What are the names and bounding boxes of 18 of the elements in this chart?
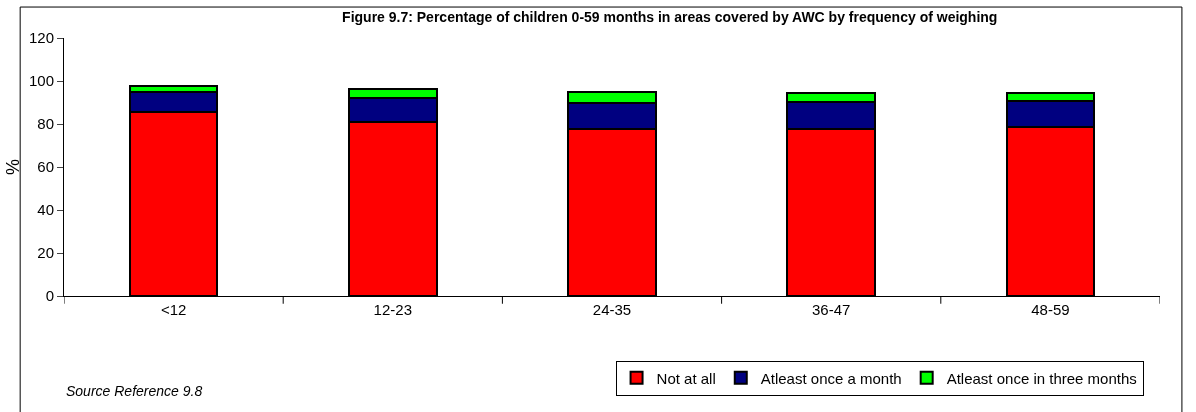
y-tick-label: 60	[37, 158, 54, 176]
legend-label: Atleast once a month	[760, 369, 902, 387]
chart-title: Figure 9.7: Percentage of children 0-59 months in areas covered by AWC by frequency of weighing	[342, 9, 998, 26]
x-tick-label: 24-35	[592, 301, 632, 318]
y-tick-label: 20	[37, 244, 54, 262]
y-tick-label: 100	[28, 72, 54, 90]
x-tick-label: 36-47	[812, 301, 851, 318]
x-tick-label: 48-59	[1031, 301, 1070, 318]
y-axis-title: %	[3, 158, 24, 176]
x-tick-label: <12	[160, 301, 187, 318]
y-tick-label: 80	[37, 115, 54, 133]
legend-label: Not at all	[656, 369, 716, 387]
y-tick-label: 120	[28, 29, 54, 47]
legend-label: Atleast once in three months	[946, 369, 1137, 387]
y-tick-label: 0	[45, 287, 54, 305]
x-tick-label: 12-23	[373, 301, 412, 318]
source-note: Source Reference 9.8	[66, 383, 203, 399]
y-tick-label: 40	[37, 201, 54, 219]
